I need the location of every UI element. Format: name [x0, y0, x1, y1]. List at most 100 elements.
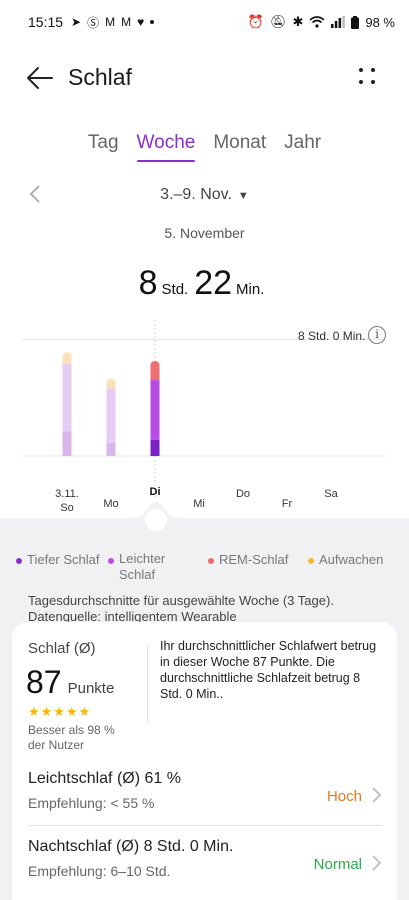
chevron-right-icon	[372, 855, 382, 871]
caret-down-icon: ▼	[237, 190, 249, 202]
chevron-left-icon	[29, 185, 40, 203]
legend-item-rem: REM-Schlaf	[208, 552, 308, 583]
tab-woche[interactable]: Woche	[136, 130, 195, 162]
duration-hours: 8	[138, 264, 158, 302]
note-source: Datenquelle: intelligentem Wearable	[28, 609, 237, 624]
more-notifications-icon	[150, 20, 155, 24]
arrow-left-icon	[27, 67, 53, 89]
tab-monat[interactable]: Monat	[213, 132, 267, 153]
sleep-chart-plot	[22, 320, 385, 500]
metric-recommendation: Empfehlung: 6–10 Std.	[28, 863, 171, 879]
legend-item-light: Leichter Schlaf	[108, 551, 208, 583]
day-name-label: Mo	[103, 498, 119, 510]
alarm-icon: ⏰	[247, 14, 264, 29]
legend-dot	[208, 558, 214, 564]
notification-icons: ➤ Ⓢ M M ♥	[71, 14, 155, 31]
previous-week-button[interactable]	[28, 184, 46, 206]
more-options-button[interactable]	[357, 66, 379, 88]
signal-icon	[331, 16, 346, 28]
status-time: 15:15	[28, 14, 64, 30]
week-range-selector[interactable]: 3.–9. Nov. ▼	[0, 186, 409, 204]
day-name-label: Di	[149, 486, 161, 498]
selected-duration: 8 Std. 22 Min.	[0, 264, 409, 303]
day-name-label: Sa	[324, 488, 338, 500]
metric-row-night-sleep[interactable]: Nachtschlaf (Ø) 8 Std. 0 Min. Empfehlung…	[28, 838, 382, 879]
info-icon: i	[375, 327, 379, 341]
gmail-icon: M	[105, 15, 116, 29]
bar-segment	[62, 431, 72, 456]
divider	[147, 644, 148, 724]
legend-dot	[308, 558, 314, 564]
day-column-sa[interactable]: Sa	[311, 488, 351, 500]
heart-icon: ♥	[137, 15, 145, 29]
bar-segment	[106, 388, 116, 443]
bar-segment	[150, 380, 160, 440]
legend-label: REM-Schlaf	[219, 552, 289, 567]
back-button[interactable]	[26, 64, 56, 92]
dot-icon	[371, 68, 375, 72]
mute-icon: 🔕︎	[269, 14, 287, 29]
system-icons: ⏰ 🔕︎ ✱ 98 %	[248, 14, 395, 30]
day-column-mo[interactable]: Mo	[91, 498, 131, 510]
info-button[interactable]: i	[368, 326, 386, 344]
duration-minutes: 22	[194, 264, 233, 302]
data-note: Tagesdurchschnitte für ausgewählte Woche…	[28, 593, 388, 625]
score-number: 87	[26, 664, 62, 700]
bar-segment	[62, 356, 72, 365]
day-column-do[interactable]: Do	[223, 488, 263, 500]
bar-segment	[150, 365, 160, 381]
period-tabs: Tag Woche Monat Jahr	[0, 130, 409, 162]
day-date-label: 3.11.	[55, 488, 79, 500]
week-range-label: 3.–9. Nov.	[160, 186, 232, 203]
bluetooth-icon: ✱	[292, 14, 304, 29]
legend-item-deep: Tiefer Schlaf	[16, 552, 108, 583]
wifi-icon	[309, 16, 325, 28]
day-column-so[interactable]: 3.11. So	[47, 488, 87, 514]
day-column-fr[interactable]: Fr	[267, 498, 307, 510]
legend-label: Aufwachen	[319, 552, 384, 567]
duration-minutes-unit: Min.	[236, 281, 265, 298]
battery-level: 98 %	[365, 14, 395, 30]
sleep-score-card: Schlaf (Ø) 87 Punkte ★★★★★ Besser als 98 …	[12, 622, 397, 900]
dot-icon	[359, 68, 363, 72]
day-name-label: Do	[235, 488, 251, 500]
metric-title: Leichtschlaf (Ø) 61 %	[28, 770, 181, 787]
note-average: Tagesdurchschnitte für ausgewählte Woche…	[28, 593, 334, 608]
status-bar: 15:15 ➤ Ⓢ M M ♥ ⏰ 🔕︎ ✱ 98 %	[0, 0, 409, 44]
selection-notch	[130, 502, 182, 536]
gmail-icon: M	[121, 15, 132, 29]
legend-label: Leichter Schlaf	[119, 551, 166, 582]
star-rating-icon: ★★★★★	[28, 704, 92, 719]
score-value: 87 Punkte	[26, 664, 114, 701]
legend-item-awake: Aufwachen	[308, 552, 398, 583]
day-column-di[interactable]: Di	[135, 486, 175, 498]
score-summary: Ihr durchschnittlicher Schlafwert betrug…	[160, 639, 377, 701]
metric-title: Nachtschlaf (Ø) 8 Std. 0 Min.	[28, 838, 234, 855]
sleep-legend: Tiefer Schlaf Leichter Schlaf REM-Schlaf…	[16, 551, 409, 583]
score-unit: Punkte	[67, 680, 115, 697]
dot-icon	[359, 80, 363, 84]
bar-segment	[106, 442, 116, 456]
sleep-chart	[0, 320, 409, 520]
score-label: Schlaf (Ø)	[28, 640, 96, 657]
reference-line-label: 8 Std. 0 Min.	[298, 329, 366, 343]
day-name-label: Mi	[193, 498, 205, 510]
page-title: Schlaf	[68, 64, 132, 90]
day-column-mi[interactable]: Mi	[179, 498, 219, 510]
battery-icon	[351, 15, 360, 29]
day-name-label: So	[60, 502, 74, 514]
chevron-right-icon	[372, 787, 382, 803]
metric-row-light-sleep[interactable]: Leichtschlaf (Ø) 61 % Empfehlung: < 55 %…	[28, 770, 382, 811]
telegram-icon: ➤	[71, 15, 82, 29]
dot-icon	[371, 80, 375, 84]
metric-recommendation: Empfehlung: < 55 %	[28, 795, 155, 811]
legend-dot	[108, 558, 114, 564]
bar-segment	[150, 439, 160, 456]
percentile-text: Besser als 98 % der Nutzer	[28, 723, 115, 752]
tab-jahr[interactable]: Jahr	[284, 132, 322, 153]
tab-tag[interactable]: Tag	[87, 132, 119, 153]
divider	[28, 825, 382, 826]
skype-icon: Ⓢ	[87, 15, 100, 30]
metric-status: Hoch	[326, 788, 362, 805]
bar-segment	[106, 382, 116, 389]
